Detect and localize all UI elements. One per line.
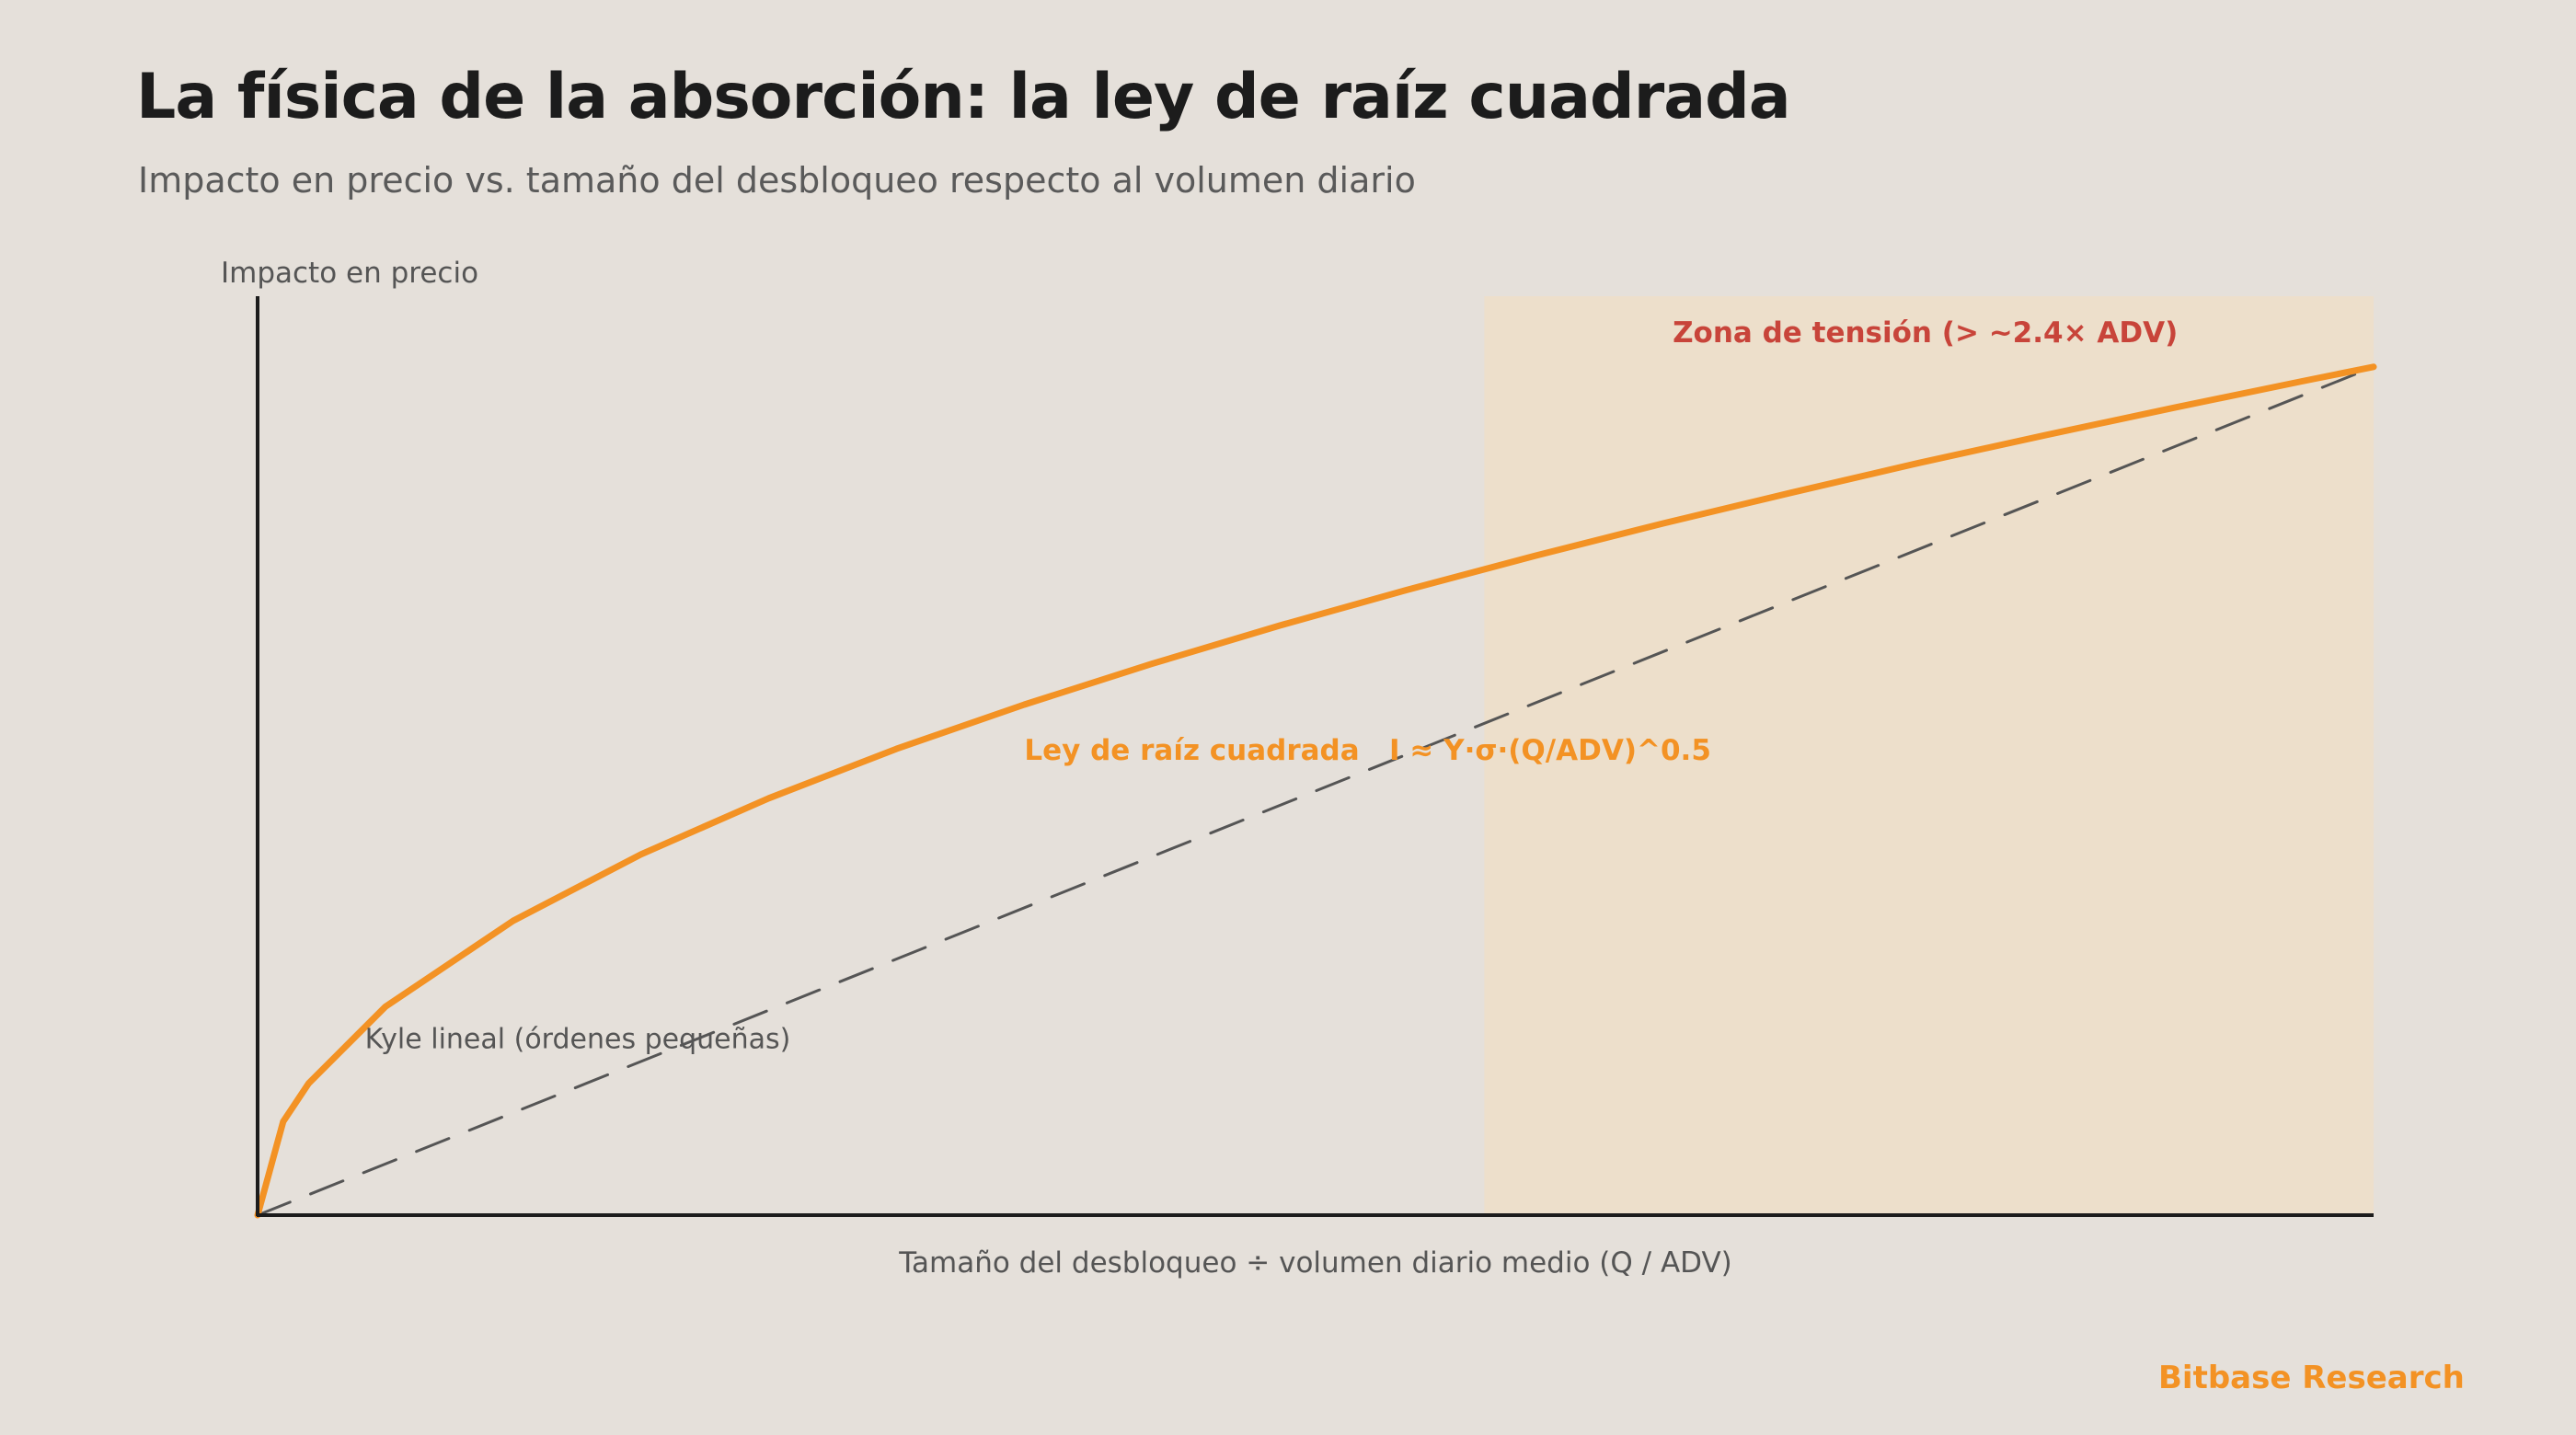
kyle-linear-annotation: Kyle lineal (órdenes pequeñas) <box>365 1024 791 1056</box>
kyle-linear-series-line <box>256 365 2375 1217</box>
brand-logo-text: Bitbase Research <box>2158 1360 2465 1396</box>
x-axis-title: Tamaño del desbloqueo ÷ volumen diario m… <box>898 1246 1732 1280</box>
page-subtitle: Impacto en precio vs. tamaño del desbloq… <box>138 160 1416 201</box>
tension-zone-label: Zona de tensión (> ~2.4× ADV) <box>1673 316 2178 350</box>
square-root-law-annotation: Ley de raíz cuadrada I ≈ Y·σ·(Q/ADV)^0.5 <box>1024 734 1711 767</box>
page-title: La física de la absorción: la ley de raí… <box>136 61 1791 133</box>
square-root-law-series-line <box>254 363 2377 1219</box>
y-axis-title: Impacto en precio <box>221 257 478 290</box>
tension-zone-band <box>1484 296 2374 1215</box>
